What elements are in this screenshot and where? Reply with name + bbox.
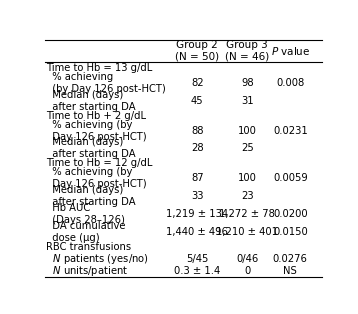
Text: Time to Hb = 12 g/dL: Time to Hb = 12 g/dL bbox=[46, 159, 153, 168]
Text: % achieving
  (by Day 126 post-HCT): % achieving (by Day 126 post-HCT) bbox=[46, 72, 166, 94]
Text: Time to Hb = 13 g/dL: Time to Hb = 13 g/dL bbox=[46, 63, 153, 73]
Text: 0.0200: 0.0200 bbox=[273, 209, 308, 219]
Text: Group 3
(N = 46): Group 3 (N = 46) bbox=[225, 40, 270, 62]
Text: Median (days)
  after starting DA: Median (days) after starting DA bbox=[46, 90, 136, 112]
Text: NS: NS bbox=[284, 266, 297, 276]
Text: 1,210 ± 401: 1,210 ± 401 bbox=[216, 227, 278, 237]
Text: 28: 28 bbox=[191, 143, 204, 154]
Text: 0.0231: 0.0231 bbox=[273, 126, 308, 136]
Text: $\it{N}$ patients (yes/no): $\it{N}$ patients (yes/no) bbox=[46, 252, 149, 266]
Text: 0: 0 bbox=[244, 266, 250, 276]
Text: % achieving (by
  Day 126 post-HCT): % achieving (by Day 126 post-HCT) bbox=[46, 120, 147, 142]
Text: 82: 82 bbox=[191, 78, 204, 88]
Text: 33: 33 bbox=[191, 191, 204, 201]
Text: 0.0276: 0.0276 bbox=[273, 254, 308, 264]
Text: 0.008: 0.008 bbox=[276, 78, 304, 88]
Text: 88: 88 bbox=[191, 126, 204, 136]
Text: 0.0150: 0.0150 bbox=[273, 227, 308, 237]
Text: 0/46: 0/46 bbox=[236, 254, 258, 264]
Text: Hb AUC
  (Days 28–126): Hb AUC (Days 28–126) bbox=[46, 203, 125, 225]
Text: 0.0059: 0.0059 bbox=[273, 173, 308, 183]
Text: 0.3 ± 1.4: 0.3 ± 1.4 bbox=[174, 266, 221, 276]
Text: 1,440 ± 496: 1,440 ± 496 bbox=[166, 227, 228, 237]
Text: 87: 87 bbox=[191, 173, 204, 183]
Text: $\it{P}$ value: $\it{P}$ value bbox=[271, 45, 310, 57]
Text: 100: 100 bbox=[238, 126, 257, 136]
Text: 23: 23 bbox=[241, 191, 253, 201]
Text: 1,219 ± 134: 1,219 ± 134 bbox=[166, 209, 228, 219]
Text: 25: 25 bbox=[241, 143, 254, 154]
Text: 100: 100 bbox=[238, 173, 257, 183]
Text: Median (days)
  after starting DA: Median (days) after starting DA bbox=[46, 138, 136, 160]
Text: Median (days)
  after starting DA: Median (days) after starting DA bbox=[46, 185, 136, 207]
Text: 1,272 ± 78: 1,272 ± 78 bbox=[219, 209, 275, 219]
Text: DA cumulative
  dose (μg): DA cumulative dose (μg) bbox=[46, 221, 126, 243]
Text: Group 2
(N = 50): Group 2 (N = 50) bbox=[175, 40, 219, 62]
Text: $\it{N}$ units/patient: $\it{N}$ units/patient bbox=[46, 264, 129, 278]
Text: 31: 31 bbox=[241, 96, 253, 106]
Text: 5/45: 5/45 bbox=[186, 254, 208, 264]
Text: 98: 98 bbox=[241, 78, 253, 88]
Text: % achieving (by
  Day 126 post-HCT): % achieving (by Day 126 post-HCT) bbox=[46, 167, 147, 189]
Text: Time to Hb + 2 g/dL: Time to Hb + 2 g/dL bbox=[46, 111, 146, 121]
Text: RBC transfusions: RBC transfusions bbox=[46, 242, 131, 252]
Text: 45: 45 bbox=[191, 96, 204, 106]
